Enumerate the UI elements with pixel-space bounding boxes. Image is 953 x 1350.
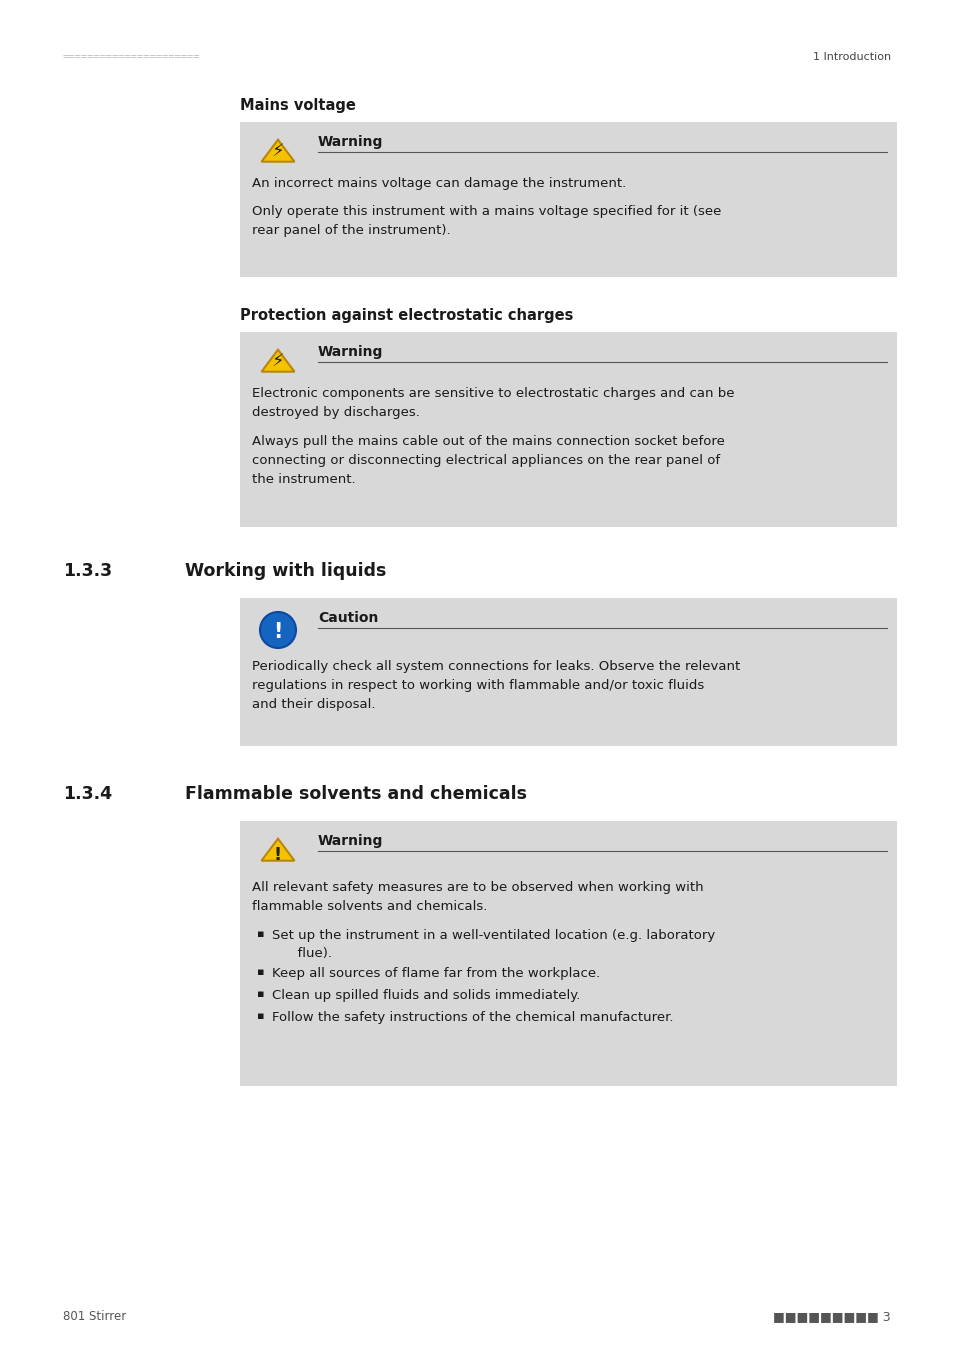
Text: 1 Introduction: 1 Introduction bbox=[812, 53, 890, 62]
Text: All relevant safety measures are to be observed when working with
flammable solv: All relevant safety measures are to be o… bbox=[252, 882, 703, 913]
Text: 1.3.4: 1.3.4 bbox=[63, 784, 112, 803]
Text: ⚡: ⚡ bbox=[272, 352, 284, 371]
Text: Flammable solvents and chemicals: Flammable solvents and chemicals bbox=[185, 784, 526, 803]
Text: Warning: Warning bbox=[317, 834, 383, 848]
FancyBboxPatch shape bbox=[240, 821, 896, 1085]
Text: ▪: ▪ bbox=[256, 929, 264, 940]
Polygon shape bbox=[261, 838, 294, 861]
Text: 801 Stirrer: 801 Stirrer bbox=[63, 1310, 126, 1323]
Text: Warning: Warning bbox=[317, 135, 383, 148]
Text: Only operate this instrument with a mains voltage specified for it (see
rear pan: Only operate this instrument with a main… bbox=[252, 205, 720, 238]
Text: Working with liquids: Working with liquids bbox=[185, 562, 386, 580]
Text: Follow the safety instructions of the chemical manufacturer.: Follow the safety instructions of the ch… bbox=[272, 1011, 673, 1025]
Text: ▪: ▪ bbox=[256, 967, 264, 977]
FancyBboxPatch shape bbox=[240, 122, 896, 277]
Text: 1.3.3: 1.3.3 bbox=[63, 562, 112, 580]
Text: ⚡: ⚡ bbox=[272, 143, 284, 161]
Text: Periodically check all system connections for leaks. Observe the relevant
regula: Periodically check all system connection… bbox=[252, 660, 740, 711]
Text: Protection against electrostatic charges: Protection against electrostatic charges bbox=[240, 308, 573, 323]
Polygon shape bbox=[261, 350, 294, 371]
Polygon shape bbox=[261, 139, 294, 162]
FancyBboxPatch shape bbox=[240, 332, 896, 526]
Text: An incorrect mains voltage can damage the instrument.: An incorrect mains voltage can damage th… bbox=[252, 177, 625, 190]
Text: ======================: ====================== bbox=[63, 53, 200, 62]
Text: Always pull the mains cable out of the mains connection socket before
connecting: Always pull the mains cable out of the m… bbox=[252, 435, 724, 486]
Text: Warning: Warning bbox=[317, 346, 383, 359]
FancyBboxPatch shape bbox=[240, 598, 896, 747]
Text: Mains voltage: Mains voltage bbox=[240, 99, 355, 113]
Text: Electronic components are sensitive to electrostatic charges and can be
destroye: Electronic components are sensitive to e… bbox=[252, 387, 734, 418]
Text: ▪: ▪ bbox=[256, 1011, 264, 1021]
Text: Caution: Caution bbox=[317, 612, 378, 625]
Text: !: ! bbox=[274, 846, 282, 864]
Text: Keep all sources of flame far from the workplace.: Keep all sources of flame far from the w… bbox=[272, 967, 599, 980]
Circle shape bbox=[260, 612, 295, 648]
Text: ■■■■■■■■■ 3: ■■■■■■■■■ 3 bbox=[773, 1310, 890, 1323]
Text: Set up the instrument in a well-ventilated location (e.g. laboratory
      flue): Set up the instrument in a well-ventilat… bbox=[272, 929, 715, 960]
Text: ▪: ▪ bbox=[256, 990, 264, 999]
Text: !: ! bbox=[273, 622, 282, 643]
Text: Clean up spilled fluids and solids immediately.: Clean up spilled fluids and solids immed… bbox=[272, 990, 579, 1002]
